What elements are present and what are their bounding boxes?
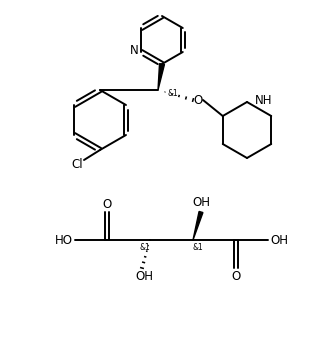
Text: &1: &1 <box>140 243 150 252</box>
Text: OH: OH <box>270 234 288 246</box>
Text: OH: OH <box>135 269 153 283</box>
Text: O: O <box>231 269 241 283</box>
Text: OH: OH <box>192 197 210 209</box>
Text: O: O <box>102 198 112 211</box>
Text: N: N <box>129 45 138 57</box>
Text: O: O <box>193 94 203 106</box>
Text: &1: &1 <box>167 88 178 97</box>
Text: &1: &1 <box>193 243 203 252</box>
Polygon shape <box>158 64 164 90</box>
Polygon shape <box>193 212 203 240</box>
Text: Cl: Cl <box>71 158 83 171</box>
Text: HO: HO <box>55 234 73 246</box>
Text: NH: NH <box>255 94 273 106</box>
